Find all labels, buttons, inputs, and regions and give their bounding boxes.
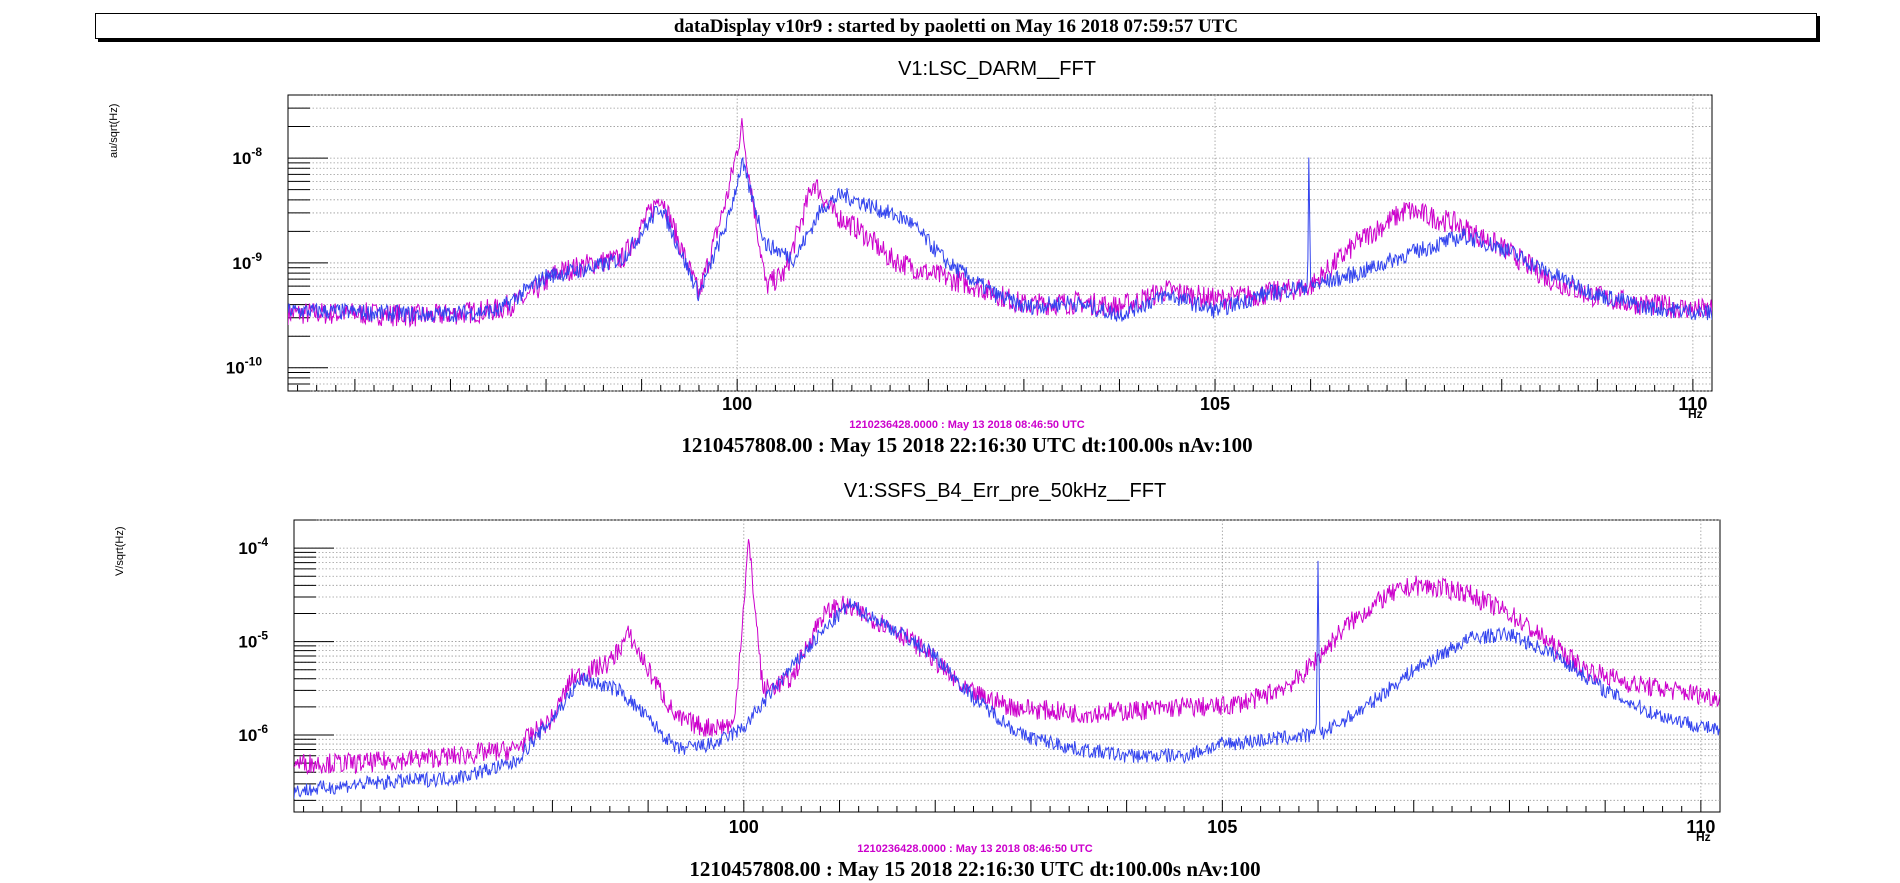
panel2-y-tick-label: 10-4 <box>238 535 268 558</box>
panel1-x-tick-label: 110 <box>1678 394 1707 414</box>
panel1-x-tick-label: 100 <box>722 394 752 414</box>
panel2-x-tick-label: 100 <box>729 817 759 837</box>
panel2-reference-time: 1210236428.0000 : May 13 2018 08:46:50 U… <box>857 843 1093 855</box>
panel2-x-tick-label: 110 <box>1686 817 1715 837</box>
panel1-title: V1:LSC_DARM__FFT <box>898 58 1096 80</box>
panel2-current-time: 1210457808.00 : May 15 2018 22:16:30 UTC… <box>689 857 1261 881</box>
panel2-current-trace <box>294 560 1720 799</box>
panel1-y-tick-label: 10-10 <box>226 355 263 378</box>
panel1-y-tick-label: 10-9 <box>232 250 262 273</box>
panel2-x-tick-label: 105 <box>1207 817 1237 837</box>
panel2-reference-trace <box>294 539 1720 776</box>
panel2-plot-frame <box>293 519 1721 813</box>
panel2-x-unit-fragment: Hz <box>1696 830 1711 844</box>
header-title: dataDisplay v10r9 : started by paoletti … <box>673 16 1239 37</box>
panel1-x-unit-fragment: Hz <box>1688 407 1703 421</box>
panel1-x-tick-label: 105 <box>1200 394 1230 414</box>
panel2-y-tick-label: 10-6 <box>238 722 268 745</box>
panel2-title: V1:SSFS_B4_Err_pre_50kHz__FFT <box>843 480 1167 502</box>
panel1-current-trace <box>288 156 1712 324</box>
panel1-current-time: 1210457808.00 : May 15 2018 22:16:30 UTC… <box>681 433 1253 457</box>
panel2-y-tick-label: 10-5 <box>238 629 268 652</box>
header-box: dataDisplay v10r9 : started by paoletti … <box>95 13 1817 39</box>
panel1-y-tick-label: 10-8 <box>232 145 262 168</box>
panel1-reference-time: 1210236428.0000 : May 13 2018 08:46:50 U… <box>849 419 1085 431</box>
